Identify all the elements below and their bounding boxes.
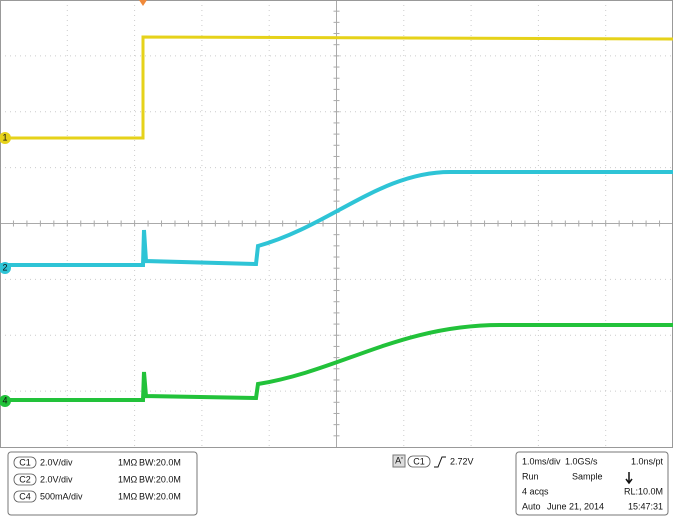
channel-row: C1 2.0V/div 1MΩ BW:20.0M [13,456,181,469]
marker-c1 [0,132,11,144]
channel-bandwidth: BW:20.0M [139,474,181,484]
trigger-level: 2.72V [450,456,474,466]
graticule [0,0,673,447]
run-state: Run [522,471,539,481]
acquisition-panel [515,451,669,516]
sample-rate: 1.0GS/s [565,456,598,466]
channel-panel [7,451,198,516]
resolution: 1.0ns/pt [631,456,664,466]
channel-id: C1 [19,457,31,467]
trigger-label: A' [395,455,403,465]
channel-scale: 2.0V/div [40,457,73,467]
trace-c1 [0,35,673,140]
channel-scale: 500mA/div [40,491,83,501]
channel-badge [13,456,37,469]
channel-scale: 2.0V/div [40,474,73,484]
channel-impedance: 1MΩ [118,491,138,501]
channel-badge [13,490,37,503]
channel-id: C4 [19,491,31,501]
timebase: 1.0ms/div [522,456,561,466]
acq-mode: Sample [572,471,603,481]
channel-impedance: 1MΩ [118,474,138,484]
trigger-badge [392,454,406,468]
marker-c4 [0,395,11,407]
channel-badge [13,473,37,486]
channel-bandwidth: BW:20.0M [139,457,181,467]
marker-label: 4 [2,395,7,405]
trace-c4 [0,323,673,402]
channel-bandwidth: BW:20.0M [139,491,181,501]
trigger-readout: A' C1 2.72V [392,454,474,468]
channel-row: C4 500mA/div 1MΩ BW:20.0M [13,490,181,503]
marker-label: 2 [2,262,7,272]
trigger-mode: Auto [522,501,541,511]
channel-id: C2 [19,474,31,484]
date: June 21, 2014 [547,501,604,511]
trigger-source: C1 [413,456,425,466]
trigger-icon [625,472,633,485]
marker-c2 [0,262,11,274]
trigger-source-badge [407,455,431,468]
trigger-position [139,0,147,6]
channel-impedance: 1MΩ [118,457,138,467]
acq-count: 4 acqs [522,486,549,496]
record-length: RL:10.0M [624,486,663,496]
trace-c2 [0,170,673,267]
channel-row: C2 2.0V/div 1MΩ BW:20.0M [13,473,181,486]
trigger-slope [434,456,446,468]
marker-label: 1 [2,132,7,142]
time: 15:47:31 [628,501,663,511]
